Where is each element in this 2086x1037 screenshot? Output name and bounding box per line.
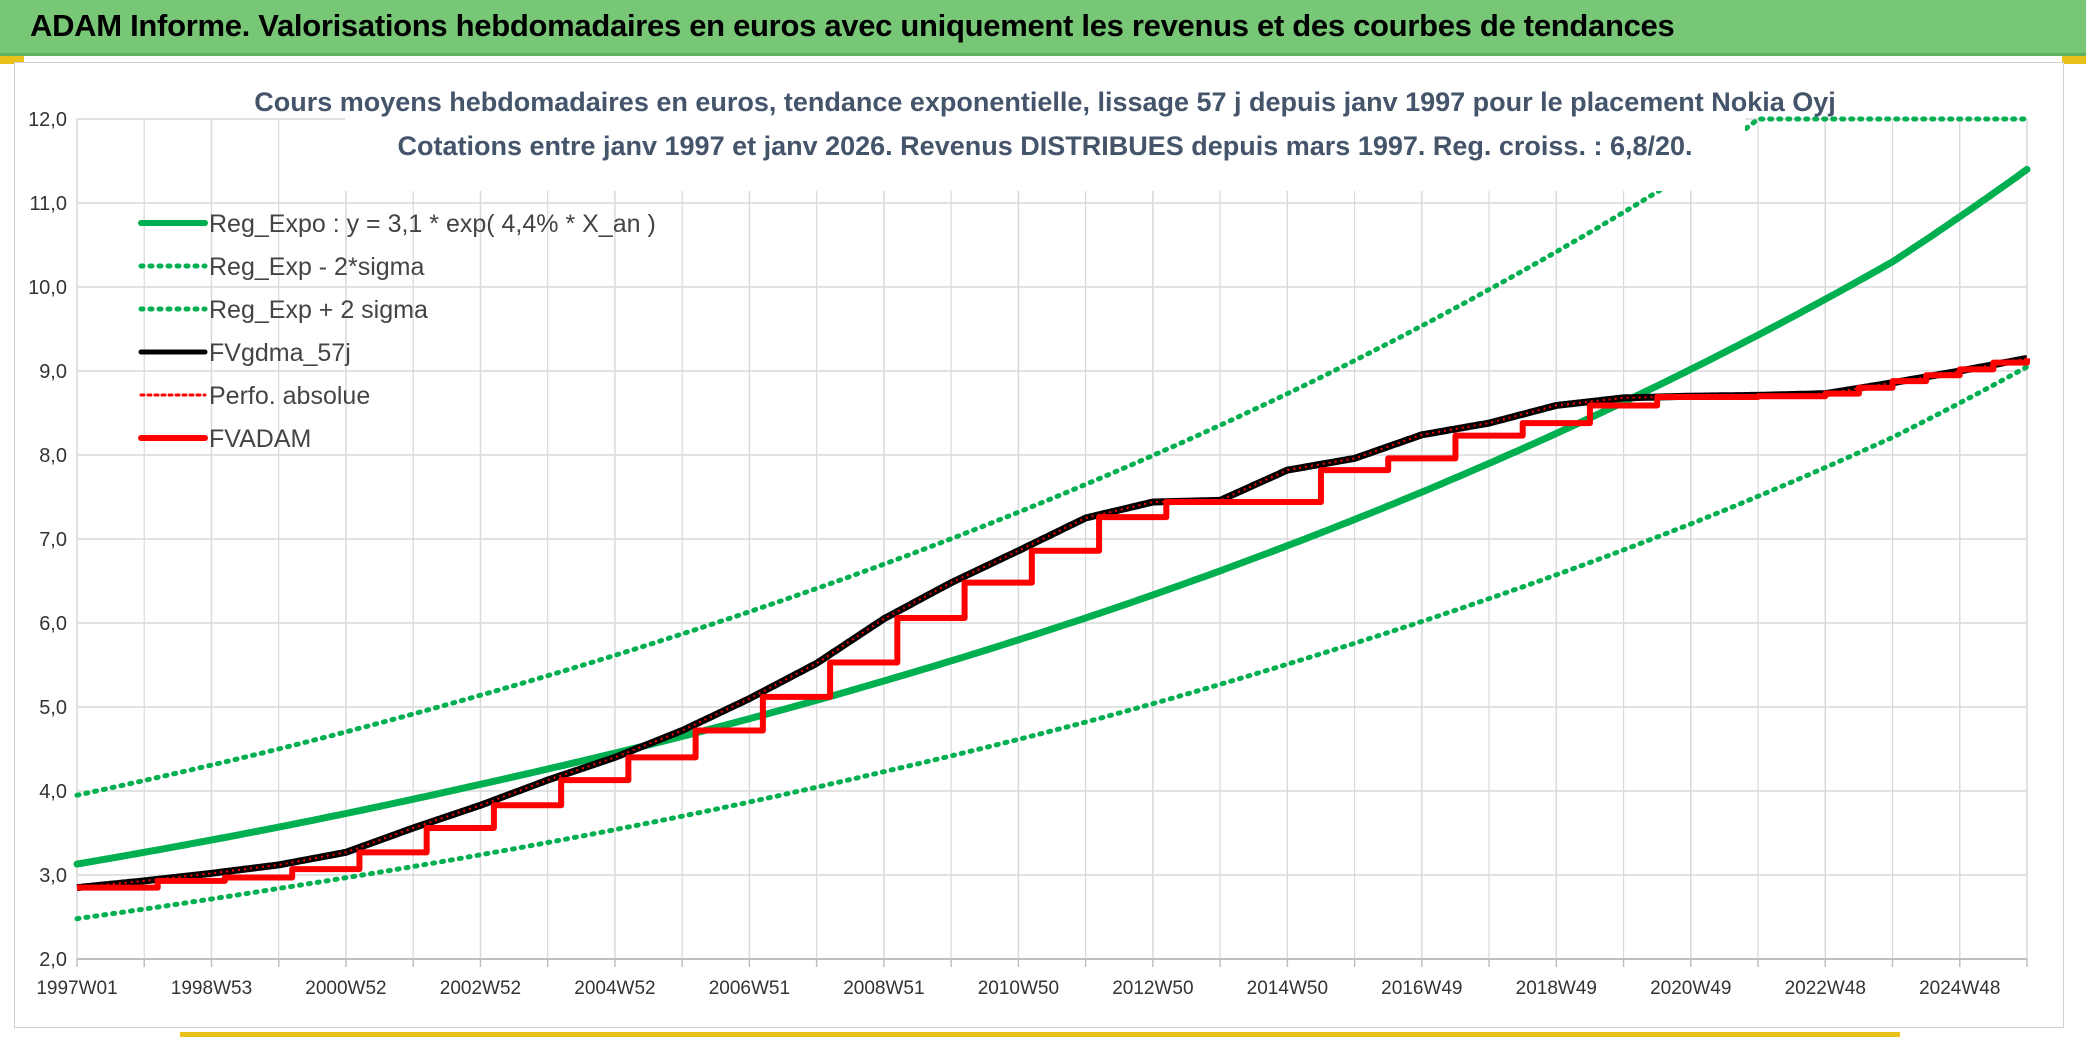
legend-label: Perfo. absolue bbox=[209, 382, 370, 410]
x-tick-label: 2002W52 bbox=[440, 978, 521, 999]
grid-layer bbox=[76, 118, 2028, 960]
y-tick-label: 5,0 bbox=[39, 697, 67, 719]
y-tick-label: 6,0 bbox=[39, 613, 67, 635]
x-tick-label: 2016W49 bbox=[1381, 978, 1462, 999]
y-tick-label: 12,0 bbox=[28, 109, 67, 131]
legend: Reg_Expo : y = 3,1 * exp( 4,4% * X_an ) R… bbox=[138, 210, 656, 453]
corner-mark-right bbox=[2062, 56, 2086, 64]
bottom-accent bbox=[180, 1032, 1900, 1037]
x-tick-label: 2022W48 bbox=[1785, 978, 1866, 999]
x-tick-label: 2020W49 bbox=[1650, 978, 1731, 999]
chart-title-line-2: Cotations entre janv 1997 et janv 2026. … bbox=[397, 131, 1692, 161]
y-tick-label: 2,0 bbox=[39, 949, 67, 971]
x-tick-label: 2024W48 bbox=[1919, 978, 2000, 999]
title-backdrop bbox=[345, 79, 1745, 191]
axis-layer: 2,0 3,0 4,0 5,0 6,0 7,0 8,0 9,0 10,0 11,0 12,0 1997… bbox=[28, 109, 2028, 999]
x-tick-label: 2012W50 bbox=[1112, 978, 1193, 999]
y-tick-label: 7,0 bbox=[39, 529, 67, 551]
series-line-reg-expo bbox=[73, 165, 2031, 868]
report-header: ADAM Informe. Valorisations hebdomadaire… bbox=[0, 0, 2086, 56]
chart-area: 2,0 3,0 4,0 5,0 6,0 7,0 8,0 9,0 10,0 11,0 12,0 1997… bbox=[14, 62, 2064, 1028]
x-tick-label: 2018W49 bbox=[1516, 978, 1597, 999]
series-line-fvadam bbox=[77, 358, 2030, 891]
legend-label: FVgdma_57j bbox=[209, 339, 351, 367]
report-title: ADAM Informe. Valorisations hebdomadaire… bbox=[30, 8, 1675, 43]
y-tick-label: 3,0 bbox=[39, 865, 67, 887]
x-tick-label: 2006W51 bbox=[709, 978, 790, 999]
y-tick-label: 11,0 bbox=[30, 193, 67, 215]
corner-mark-left bbox=[0, 56, 24, 64]
legend-label: FVADAM bbox=[209, 425, 311, 453]
series-line-reg-exp-minus-2sigma bbox=[74, 364, 2030, 922]
chart-title-line-1: Cours moyens hebdomadaires en euros, ten… bbox=[254, 87, 1836, 117]
y-tick-label: 10,0 bbox=[28, 277, 67, 299]
x-tick-label: 2010W50 bbox=[978, 978, 1059, 999]
x-tick-label: 2004W52 bbox=[574, 978, 655, 999]
y-tick-label: 4,0 bbox=[39, 781, 67, 803]
legend-label: Reg_Exp + 2 sigma bbox=[209, 296, 428, 324]
x-tick-label: 2000W52 bbox=[305, 978, 386, 999]
x-tick-label: 1998W53 bbox=[171, 978, 252, 999]
legend-label: Reg_Expo : y = 3,1 * exp( 4,4% * X_an ) bbox=[209, 210, 656, 238]
chart-canvas: 2,0 3,0 4,0 5,0 6,0 7,0 8,0 9,0 10,0 11,0 12,0 1997… bbox=[28, 79, 2031, 999]
series-layer bbox=[73, 116, 2031, 922]
x-tick-label: 2014W50 bbox=[1247, 978, 1328, 999]
legend-label: Reg_Exp - 2*sigma bbox=[209, 253, 424, 281]
series-line-perfo-absolue bbox=[76, 357, 2028, 889]
y-tick-label: 8,0 bbox=[39, 445, 67, 467]
x-tick-label: 1997W01 bbox=[36, 978, 117, 999]
x-tick-label: 2008W51 bbox=[843, 978, 924, 999]
y-tick-label: 9,0 bbox=[39, 361, 67, 383]
